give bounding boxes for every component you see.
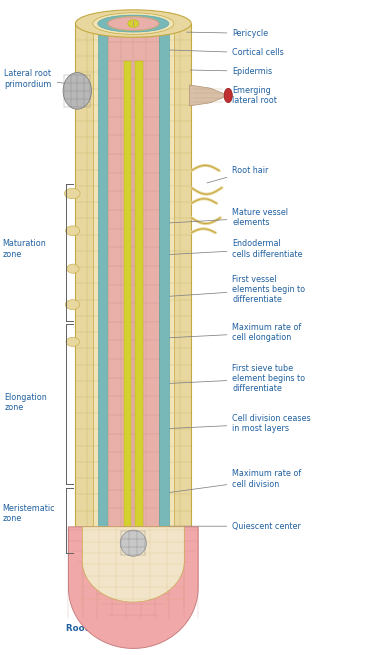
Text: Meristematic
zone: Meristematic zone xyxy=(3,504,55,523)
Polygon shape xyxy=(159,24,169,527)
Text: Pericycle: Pericycle xyxy=(186,29,268,38)
Ellipse shape xyxy=(64,188,80,198)
Polygon shape xyxy=(189,85,228,106)
Ellipse shape xyxy=(63,73,92,109)
Ellipse shape xyxy=(66,226,80,236)
Text: Root hair: Root hair xyxy=(207,166,269,183)
Text: Elongation
zone: Elongation zone xyxy=(4,393,47,413)
Ellipse shape xyxy=(108,17,159,30)
Polygon shape xyxy=(82,527,184,602)
Ellipse shape xyxy=(98,15,169,32)
Text: Emerging
lateral root: Emerging lateral root xyxy=(200,86,277,105)
Polygon shape xyxy=(108,24,159,527)
Polygon shape xyxy=(69,527,198,648)
Text: Root cap: Root cap xyxy=(66,624,109,633)
Text: Lateral root
primordium: Lateral root primordium xyxy=(4,69,84,89)
Polygon shape xyxy=(135,62,142,527)
Text: Cell division ceases
in most layers: Cell division ceases in most layers xyxy=(138,414,311,433)
Polygon shape xyxy=(98,24,108,527)
Text: Mature vessel
elements: Mature vessel elements xyxy=(149,208,288,227)
Polygon shape xyxy=(75,24,191,527)
Ellipse shape xyxy=(66,337,80,346)
Ellipse shape xyxy=(75,10,191,37)
Text: Endodermal
cells differentiate: Endodermal cells differentiate xyxy=(153,239,303,259)
Ellipse shape xyxy=(120,530,146,556)
Ellipse shape xyxy=(93,13,174,34)
Polygon shape xyxy=(93,24,174,527)
Text: First vessel
elements begin to
differentiate: First vessel elements begin to different… xyxy=(146,274,306,305)
Ellipse shape xyxy=(108,16,159,31)
Text: Maximum rate of
cell division: Maximum rate of cell division xyxy=(136,470,302,497)
Text: Cortical cells: Cortical cells xyxy=(164,48,284,58)
Text: Maturation
zone: Maturation zone xyxy=(3,239,46,259)
Ellipse shape xyxy=(128,20,139,28)
Ellipse shape xyxy=(67,264,79,273)
Text: Quiescent center: Quiescent center xyxy=(136,521,301,531)
Ellipse shape xyxy=(108,17,159,30)
Text: First sieve tube
element begins to
differentiate: First sieve tube element begins to diffe… xyxy=(140,364,306,394)
Ellipse shape xyxy=(224,88,232,103)
Polygon shape xyxy=(124,62,132,527)
Text: Maximum rate of
cell elongation: Maximum rate of cell elongation xyxy=(142,323,302,343)
Text: Epidermis: Epidermis xyxy=(190,67,273,76)
Ellipse shape xyxy=(65,300,80,310)
